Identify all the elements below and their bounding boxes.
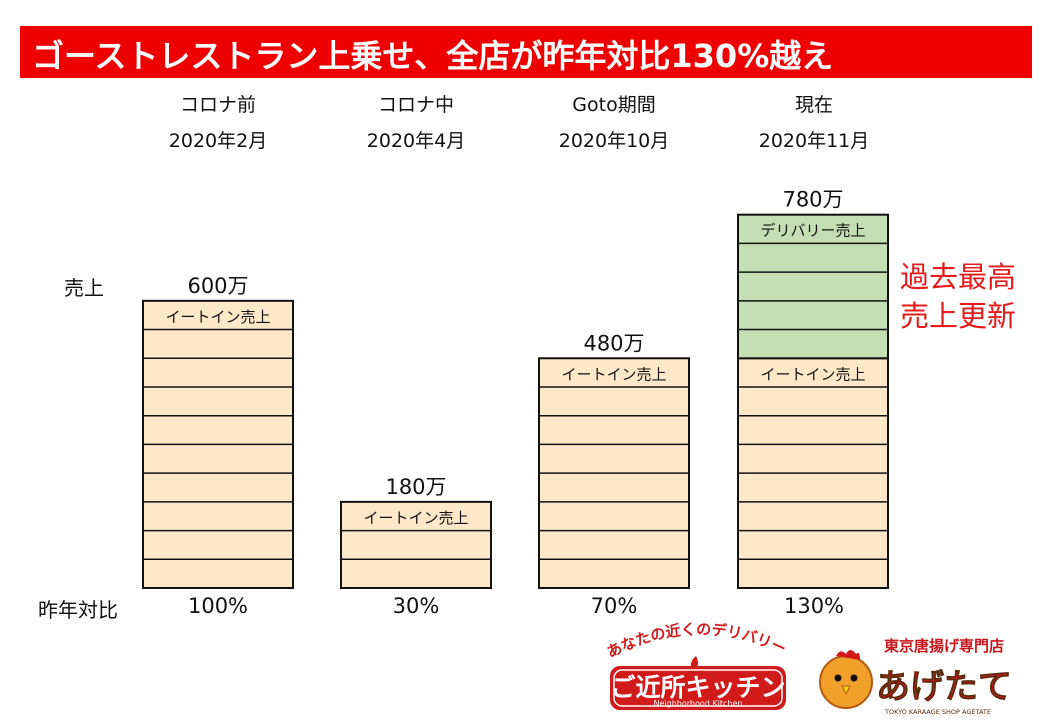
total-label-3: 780万: [782, 188, 843, 212]
delivery-series-label-3: デリバリー売上: [760, 222, 865, 240]
period-date-0: 2020年2月: [168, 130, 268, 152]
period-phase-2: Goto期間: [572, 94, 656, 116]
period-date-1: 2020年4月: [366, 130, 466, 152]
kinjo-arc-text: あなたの近くのデリバリー: [604, 620, 789, 661]
period-date-2: 2020年10月: [558, 130, 670, 152]
delivery-bar-3: [737, 213, 889, 360]
agetate-sub-text: TOKYO KARAAGE SHOP AGETATE: [884, 708, 991, 716]
yoy-value-0: 100%: [187, 594, 249, 618]
yoy-value-3: 130%: [783, 594, 845, 618]
total-label-1: 180万: [385, 475, 446, 499]
sales-label: 売上: [64, 276, 104, 300]
eat-in-series-label-1: イートイン売上: [363, 509, 468, 527]
yoy-value-2: 70%: [590, 594, 638, 618]
kinjo-sub-text: Neighborhood Kitchen: [654, 699, 743, 708]
period-phase-0: コロナ前: [179, 94, 256, 116]
period-date-3: 2020年11月: [758, 130, 870, 152]
agetate-top-text: 東京唐揚げ専門店: [884, 637, 1004, 655]
kinjo-kitchen-logo: あなたの近くのデリバリー ご近所キッチン Neighborhood Kitche…: [604, 620, 789, 710]
yoy-value-1: 30%: [392, 594, 440, 618]
record-sales-note: 過去最高 売上更新: [900, 258, 1016, 336]
title-banner: ゴーストレストラン上乗せ、全店が昨年対比130%越え: [20, 26, 1032, 78]
svg-text:あなたの近くのデリバリー: あなたの近くのデリバリー: [604, 620, 789, 661]
period-phase-1: コロナ中: [377, 94, 454, 116]
period-phase-3: 現在: [794, 94, 833, 116]
agetate-logo: 東京唐揚げ専門店 あげたて TOKYO KARAAGE SHOP AGETATE: [819, 637, 1012, 716]
eat-in-bar-1: [340, 500, 492, 589]
agetate-main-text: あげたて: [876, 667, 1012, 707]
total-label-0: 600万: [187, 274, 248, 298]
eat-in-series-label-0: イートイン売上: [165, 308, 270, 326]
yoy-label: 昨年対比: [38, 598, 118, 622]
record-sales-note-line1: 過去最高: [900, 260, 1017, 294]
eat-in-series-label-3: イートイン売上: [760, 365, 865, 383]
page-title: ゴーストレストラン上乗せ、全店が昨年対比130%越え: [32, 37, 834, 75]
record-sales-note-line2: 売上更新: [900, 299, 1017, 333]
eat-in-series-label-2: イートイン売上: [561, 365, 666, 383]
total-label-2: 480万: [583, 331, 644, 355]
kinjo-main-text: ご近所キッチン: [610, 673, 785, 702]
